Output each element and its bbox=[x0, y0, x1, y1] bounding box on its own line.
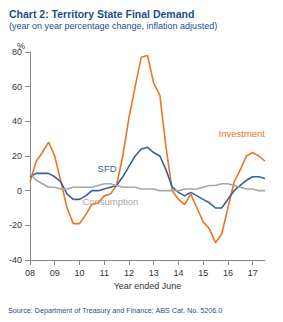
svg-text:80: 80 bbox=[12, 47, 22, 57]
svg-text:-20: -20 bbox=[9, 220, 22, 230]
svg-text:SFD: SFD bbox=[98, 163, 117, 174]
svg-text:08: 08 bbox=[25, 268, 35, 278]
svg-text:(year on year percentage chang: (year on year percentage change, inflati… bbox=[9, 21, 217, 31]
svg-text:Year ended June: Year ended June bbox=[114, 281, 182, 291]
svg-text:09: 09 bbox=[50, 268, 60, 278]
svg-text:Investment: Investment bbox=[219, 128, 266, 139]
svg-text:60: 60 bbox=[12, 82, 22, 92]
svg-text:40: 40 bbox=[12, 116, 22, 126]
svg-text:%: % bbox=[17, 41, 25, 51]
svg-text:14: 14 bbox=[173, 268, 183, 278]
svg-text:15: 15 bbox=[198, 268, 208, 278]
svg-text:0: 0 bbox=[17, 186, 22, 196]
svg-text:11: 11 bbox=[100, 268, 109, 278]
svg-text:-40: -40 bbox=[9, 255, 22, 265]
svg-text:20: 20 bbox=[12, 151, 22, 161]
svg-text:17: 17 bbox=[248, 268, 258, 278]
svg-text:13: 13 bbox=[149, 268, 159, 278]
svg-text:16: 16 bbox=[223, 268, 233, 278]
svg-text:Consumption: Consumption bbox=[82, 195, 139, 207]
svg-text:12: 12 bbox=[124, 268, 134, 278]
svg-text:Chart 2: Territory State Final: Chart 2: Territory State Final Demand bbox=[9, 8, 194, 20]
svg-text:Source: Department of Treasury: Source: Department of Treasury and Finan… bbox=[8, 306, 222, 315]
svg-text:10: 10 bbox=[74, 268, 84, 278]
